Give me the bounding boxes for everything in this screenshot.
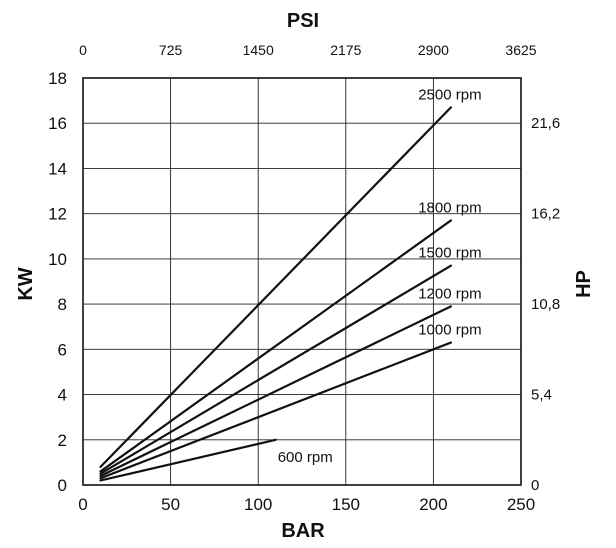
x-tick-label: 200	[419, 495, 447, 514]
series-label: 600 rpm	[278, 449, 333, 466]
x-tick-label: 50	[161, 495, 180, 514]
y-tick-label: 6	[58, 340, 67, 359]
x-axis-title: BAR	[281, 520, 325, 542]
y-tick-label: 16	[48, 114, 67, 133]
y-tick-label: 2	[58, 431, 67, 450]
series-label: 2500 rpm	[418, 86, 481, 103]
y-axis-title: KW	[15, 267, 37, 300]
right-axis-title: HP	[573, 270, 595, 298]
y-tick-label: 4	[58, 386, 67, 405]
series-label: 1000 rpm	[418, 322, 481, 339]
top-tick-label: 2175	[330, 42, 361, 58]
top-tick-label: 1450	[243, 42, 274, 58]
right-tick-label: 5,4	[531, 387, 552, 404]
top-tick-label: 0	[79, 42, 87, 58]
right-tick-label: 16,2	[531, 206, 560, 223]
series-label: 1800 rpm	[418, 199, 481, 216]
y-tick-label: 12	[48, 205, 67, 224]
y-tick-label: 18	[48, 69, 67, 88]
top-tick-label: 2900	[418, 42, 449, 58]
right-tick-label: 10,8	[531, 296, 560, 313]
series-label: 1500 rpm	[418, 245, 481, 262]
x-tick-label: 250	[507, 495, 535, 514]
right-tick-label: 21,6	[531, 115, 560, 132]
y-tick-label: 8	[58, 295, 67, 314]
right-tick-label: 0	[531, 477, 539, 494]
top-tick-label: 725	[159, 42, 183, 58]
x-tick-label: 100	[244, 495, 272, 514]
x-tick-label: 150	[332, 495, 360, 514]
y-tick-label: 14	[48, 159, 67, 178]
top-tick-label: 3625	[505, 42, 536, 58]
top-axis-title: PSI	[287, 10, 319, 32]
series-label: 1200 rpm	[418, 285, 481, 302]
y-tick-label: 0	[58, 476, 67, 495]
x-tick-label: 0	[78, 495, 87, 514]
y-tick-label: 10	[48, 250, 67, 269]
